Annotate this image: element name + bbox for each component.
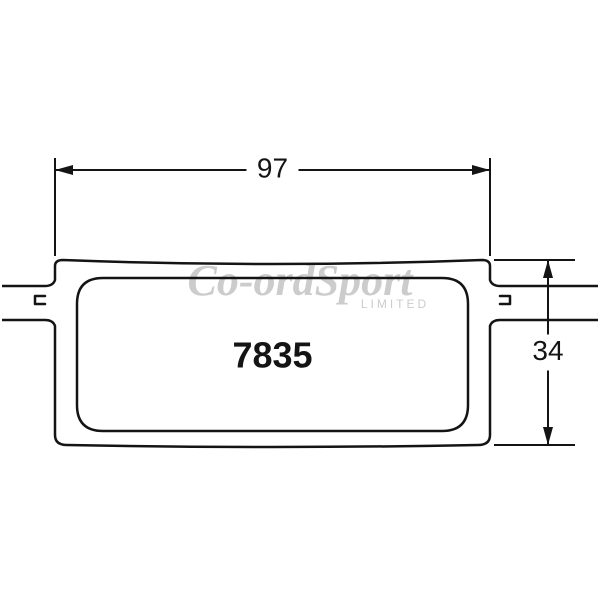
diagram-canvas: Co-ordSport LIMITED 97347835: [0, 0, 600, 600]
width-value: 97: [257, 152, 288, 183]
height-value: 34: [532, 335, 563, 366]
watermark-sub-text: LIMITED: [361, 297, 429, 311]
dimension-drawing: Co-ordSport LIMITED 97347835: [0, 0, 600, 600]
part-number: 7835: [232, 335, 312, 376]
